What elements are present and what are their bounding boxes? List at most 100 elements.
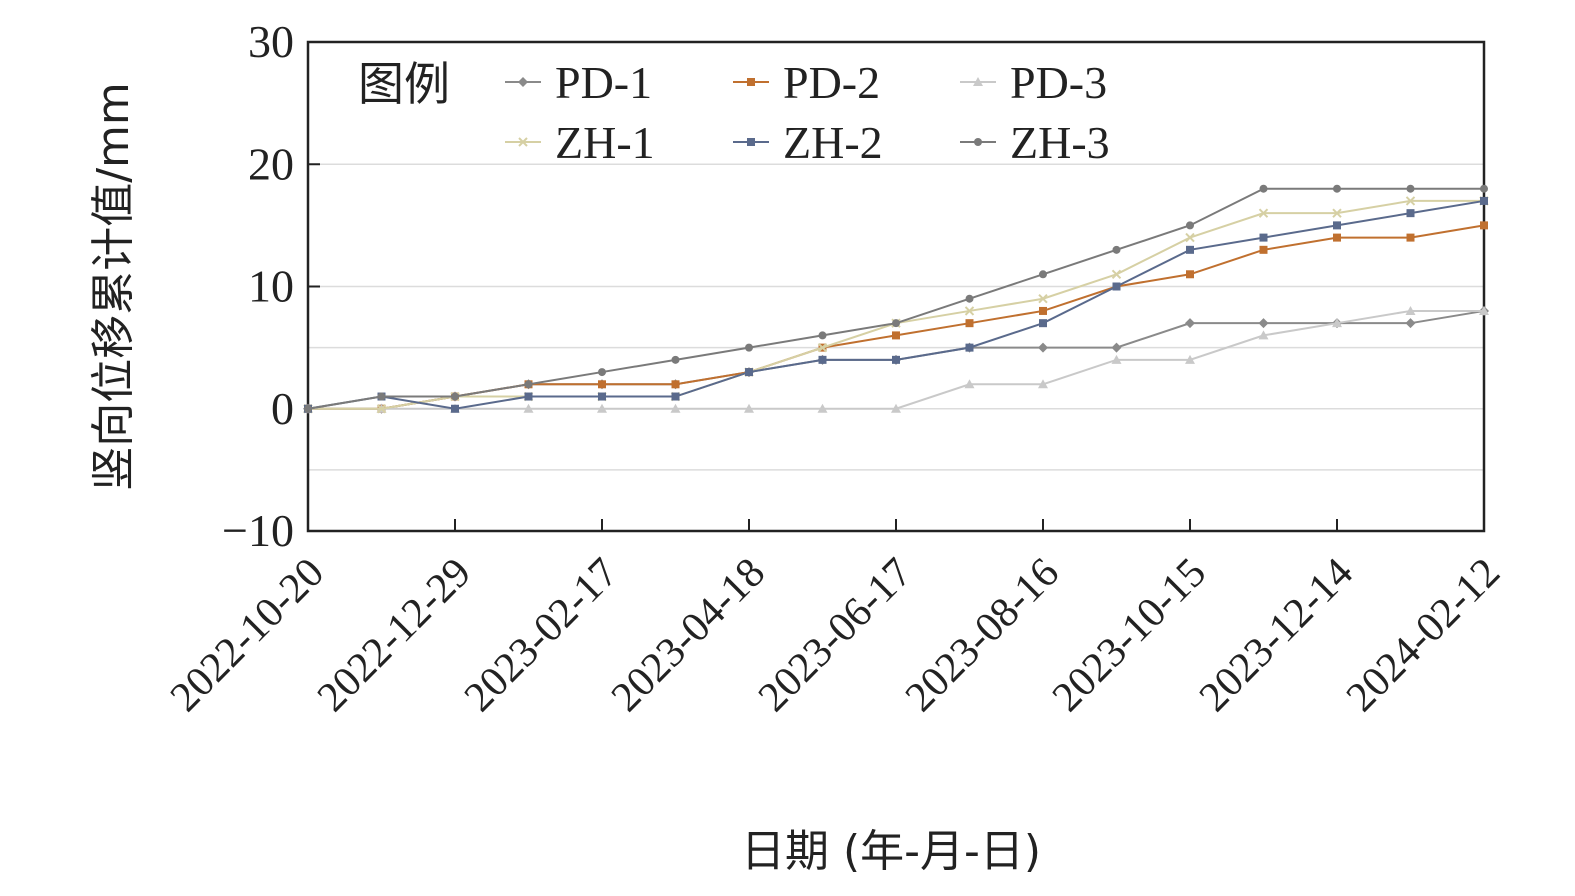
data-point bbox=[1480, 184, 1488, 193]
data-point bbox=[1039, 270, 1047, 279]
legend-item: PD-2 bbox=[733, 57, 880, 108]
data-point bbox=[817, 403, 828, 413]
legend-item: ZH-3 bbox=[960, 117, 1110, 168]
series-line bbox=[307, 187, 1484, 410]
data-point bbox=[891, 403, 901, 413]
data-point bbox=[965, 343, 974, 352]
x-tick-label: 2023-04-18 bbox=[603, 550, 774, 721]
data-point bbox=[1259, 184, 1268, 193]
data-point bbox=[1405, 305, 1416, 315]
data-point bbox=[1258, 318, 1269, 329]
data-point bbox=[892, 319, 900, 328]
data-point bbox=[892, 331, 900, 340]
legend-label: ZH-2 bbox=[783, 117, 883, 168]
data-point bbox=[817, 342, 828, 353]
data-point bbox=[1480, 196, 1488, 205]
x-tick-label: 2022-10-20 bbox=[162, 550, 333, 721]
data-point bbox=[1333, 221, 1341, 230]
data-point bbox=[670, 403, 681, 413]
legend-item: PD-3 bbox=[960, 57, 1107, 108]
data-point bbox=[1332, 318, 1342, 328]
data-point bbox=[1405, 196, 1416, 206]
legend-marker bbox=[518, 77, 528, 87]
x-tick-label: 2023-08-16 bbox=[897, 550, 1068, 721]
x-tick-label: 2023-02-17 bbox=[456, 550, 627, 721]
data-point bbox=[964, 306, 975, 316]
data-point bbox=[524, 380, 533, 389]
series-line bbox=[308, 199, 1484, 410]
data-point bbox=[1038, 379, 1048, 389]
data-point bbox=[597, 403, 607, 413]
data-point bbox=[1332, 208, 1342, 218]
x-tick-label: 2023-06-17 bbox=[750, 550, 921, 721]
data-point bbox=[744, 403, 754, 413]
data-point bbox=[964, 379, 975, 389]
legend-title: 图例 bbox=[358, 57, 450, 111]
data-point bbox=[745, 368, 753, 377]
x-axis-ticks: 2022-10-202022-12-292023-02-172023-04-18… bbox=[162, 519, 1509, 721]
data-point bbox=[1405, 318, 1416, 329]
data-point bbox=[598, 392, 606, 401]
data-point bbox=[451, 392, 459, 401]
data-point bbox=[1406, 209, 1415, 218]
data-point bbox=[1111, 342, 1122, 353]
data-point bbox=[1186, 270, 1194, 279]
legend-item: PD-1 bbox=[505, 57, 652, 108]
data-point bbox=[818, 331, 827, 340]
data-point bbox=[1112, 282, 1121, 291]
data-point bbox=[965, 319, 974, 328]
data-point bbox=[1406, 184, 1415, 193]
y-tick-label: −10 bbox=[222, 505, 294, 556]
data-point bbox=[818, 355, 827, 364]
data-point bbox=[671, 392, 680, 401]
data-point bbox=[1259, 245, 1268, 254]
data-point bbox=[1186, 221, 1194, 230]
legend-item: ZH-2 bbox=[733, 117, 883, 168]
data-point bbox=[451, 404, 459, 413]
series-line bbox=[308, 224, 1485, 410]
data-point bbox=[1333, 233, 1341, 242]
legend: 图例 PD-1 PD-2 PD-3 ZH-1 ZH-2 ZH-3 bbox=[358, 57, 1110, 168]
data-point bbox=[524, 392, 533, 401]
legend-label: ZH-1 bbox=[555, 117, 655, 168]
legend-marker bbox=[747, 138, 755, 146]
data-point bbox=[1038, 342, 1048, 353]
data-point bbox=[1038, 294, 1048, 304]
data-point bbox=[965, 294, 974, 303]
series-pd-3 bbox=[303, 305, 1489, 413]
data-point bbox=[1185, 354, 1195, 364]
x-tick-label: 2024-02-12 bbox=[1338, 550, 1509, 721]
legend-marker bbox=[747, 78, 755, 86]
y-tick-label: 0 bbox=[271, 383, 294, 434]
legend-label: PD-1 bbox=[555, 57, 652, 108]
data-point bbox=[304, 404, 312, 413]
data-point bbox=[1039, 306, 1047, 315]
legend-item: ZH-1 bbox=[505, 117, 655, 168]
data-point bbox=[1185, 318, 1195, 329]
y-axis-label: 竖向位移累计值/mm bbox=[88, 82, 139, 491]
data-point bbox=[1186, 245, 1194, 254]
data-point bbox=[1406, 233, 1415, 242]
data-point bbox=[671, 355, 680, 364]
y-tick-label: 20 bbox=[248, 138, 294, 189]
legend-marker bbox=[974, 138, 982, 146]
gridlines bbox=[308, 163, 1484, 471]
y-tick-label: 10 bbox=[248, 261, 294, 312]
series-zh-3 bbox=[304, 184, 1488, 413]
series-pd-2 bbox=[304, 221, 1488, 413]
data-point bbox=[377, 392, 386, 401]
legend-label: PD-2 bbox=[783, 57, 880, 108]
legend-label: ZH-3 bbox=[1010, 117, 1110, 168]
data-point bbox=[598, 380, 606, 389]
data-point bbox=[376, 404, 387, 414]
data-point bbox=[671, 380, 680, 389]
data-point bbox=[1479, 305, 1489, 315]
series-zh-2 bbox=[304, 196, 1488, 413]
data-point bbox=[892, 355, 900, 364]
data-point bbox=[1112, 245, 1121, 254]
data-point bbox=[1333, 184, 1341, 193]
legend-marker bbox=[518, 137, 528, 147]
x-tick-label: 2023-10-15 bbox=[1044, 550, 1215, 721]
y-tick-label: 30 bbox=[248, 16, 294, 67]
